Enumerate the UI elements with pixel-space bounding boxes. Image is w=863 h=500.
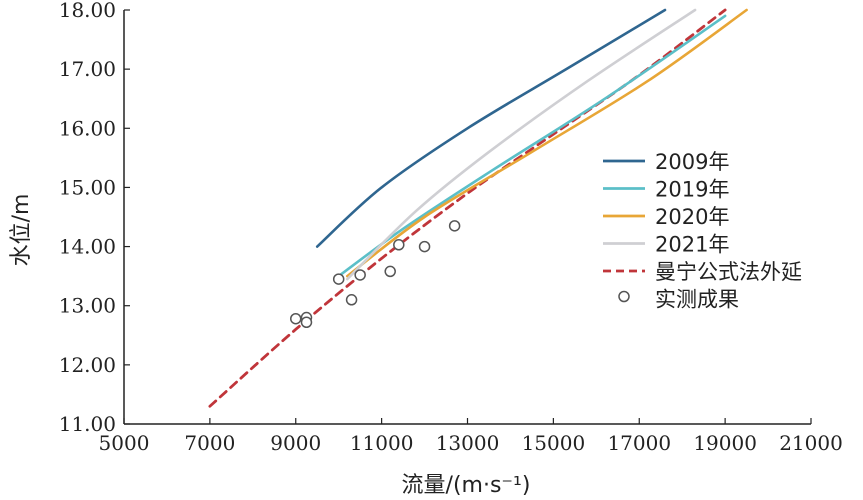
- series-line: [208, 8, 727, 408]
- legend-label: 2021年: [655, 233, 729, 257]
- y-tick-label: 13.00: [59, 294, 116, 318]
- series-line: [315, 8, 667, 248]
- legend-label: 曼宁公式法外延: [655, 260, 802, 284]
- series-lines: [208, 8, 748, 408]
- legend-label: 2009年: [655, 150, 729, 174]
- x-tick-label: 7000: [184, 431, 235, 455]
- y-tick-label: 18.00: [59, 0, 116, 22]
- y-tick-label: 16.00: [59, 116, 116, 140]
- y-tick-label: 11.00: [59, 412, 116, 436]
- observed-points: [290, 220, 461, 329]
- x-tick-label: 9000: [270, 431, 321, 455]
- legend-label: 2020年: [655, 205, 729, 229]
- legend-label: 实测成果: [655, 288, 739, 312]
- y-tick-label: 17.00: [59, 57, 116, 81]
- observed-point: [418, 240, 431, 253]
- y-tick-label: 14.00: [59, 235, 116, 259]
- x-tick-label: 15000: [522, 431, 586, 455]
- x-tick-label: 13000: [436, 431, 500, 455]
- observed-point: [354, 269, 366, 281]
- series-line: [345, 8, 697, 281]
- observed-point: [332, 273, 345, 285]
- x-tick-label: 21000: [779, 431, 843, 455]
- observed-point: [393, 239, 405, 251]
- observed-point: [290, 312, 302, 325]
- x-axis-title: 流量/(m·s⁻¹): [402, 473, 531, 498]
- legend-label: 2019年: [655, 178, 729, 202]
- x-tick-label: 11000: [350, 431, 414, 455]
- y-axis-title: 水位/m: [9, 194, 34, 267]
- y-tick-label: 15.00: [59, 175, 116, 199]
- series-line: [337, 14, 727, 278]
- x-tick-label: 19000: [693, 431, 757, 455]
- y-tick-label: 12.00: [59, 353, 116, 377]
- observed-point: [345, 294, 358, 306]
- observed-point: [384, 265, 396, 278]
- observed-point: [300, 316, 313, 329]
- observed-point: [448, 220, 461, 232]
- x-tick-label: 5000: [99, 431, 150, 455]
- axes: 5000 7000 9000 11000 13000 15000 17000 19000 210…: [59, 0, 843, 455]
- series-line: [345, 8, 748, 278]
- x-tick-label: 17000: [607, 431, 671, 455]
- legend-swatch: [618, 290, 630, 303]
